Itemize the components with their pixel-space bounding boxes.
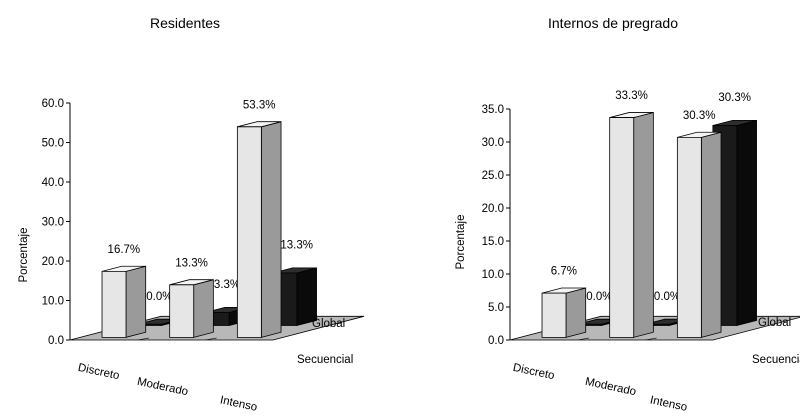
- data-label: 13.3%: [175, 257, 208, 269]
- data-label: 30.3%: [683, 110, 716, 122]
- x-category-label: Intenso: [219, 394, 258, 414]
- bar-side-face: [700, 131, 722, 338]
- y-tick-label: 5.0: [488, 302, 504, 314]
- bar-side-face: [736, 119, 757, 327]
- y-tick-label: 35.0: [482, 104, 504, 116]
- y-axis-label: Porcentaje: [18, 228, 30, 283]
- bar-side-face: [260, 121, 282, 338]
- y-tick-label: 15.0: [482, 236, 504, 248]
- bar-front-face: [609, 117, 635, 338]
- bar-secuencial-intenso: [676, 131, 722, 338]
- bar-secuencial-moderado: [169, 279, 214, 338]
- x-category-label: Discreto: [77, 362, 121, 383]
- bar-secuencial-discreto: [101, 265, 147, 338]
- chart-title: Internos de pregrado: [548, 15, 678, 31]
- data-label: 0.0%: [586, 291, 612, 303]
- x-category-label: Intenso: [649, 394, 688, 414]
- floor-category-tick: [577, 337, 589, 341]
- data-label: 6.7%: [551, 266, 577, 278]
- chart-internos-de-pregrado: Internos de pregrado 0.0 5.0 10.0 15.0 20.0 25…: [455, 15, 800, 414]
- bar-front-face: [169, 284, 195, 338]
- x-category-label: Discreto: [512, 362, 556, 383]
- y-tick-label: 10.0: [482, 269, 504, 281]
- bar-secuencial-moderado: [609, 111, 654, 338]
- y-tick-label: 60.0: [42, 98, 64, 110]
- data-label: 0.0%: [654, 291, 680, 303]
- depth-axis-label: Global: [758, 317, 791, 329]
- depth-axis-label: Secuencial: [752, 354, 800, 366]
- depth-axis-label: Secuencial: [297, 354, 353, 366]
- data-label: 33.3%: [615, 90, 648, 102]
- bar-side-face: [193, 279, 214, 338]
- y-tick-label: 40.0: [42, 177, 64, 189]
- data-label: 13.3%: [280, 239, 313, 251]
- y-tick-label: 0.0: [48, 335, 64, 347]
- x-category-label: Moderado: [136, 376, 189, 399]
- chart-residentes: Residentes 0.0 10.0 20.0 30.0 40.0 50.0 60.0 Por…: [18, 15, 365, 414]
- bar-front-face: [541, 292, 567, 338]
- depth-axis-label: Global: [312, 318, 345, 330]
- bar-front-face: [236, 126, 262, 338]
- bar-front-face: [676, 136, 702, 338]
- data-label: 53.3%: [243, 99, 276, 111]
- floor-category-tick: [137, 337, 149, 341]
- y-axis-label: Porcentaje: [455, 215, 467, 270]
- chart-title: Residentes: [150, 15, 220, 31]
- data-label: 0.0%: [146, 291, 172, 303]
- data-label: 30.3%: [718, 92, 751, 104]
- bar-side-face: [633, 111, 654, 338]
- y-tick-label: 50.0: [42, 138, 64, 150]
- x-category-label: Moderado: [584, 376, 637, 399]
- y-tick-label: 0.0: [488, 335, 504, 347]
- y-tick-label: 30.0: [482, 137, 504, 149]
- y-tick-label: 30.0: [42, 217, 64, 229]
- floor-category-tick: [645, 337, 657, 341]
- bar-secuencial-intenso: [236, 121, 282, 338]
- y-tick-label: 20.0: [482, 203, 504, 215]
- bar-secuencial-discreto: [541, 287, 587, 338]
- y-tick-label: 25.0: [482, 170, 504, 182]
- bar-front-face: [101, 270, 127, 338]
- y-tick-label: 10.0: [42, 296, 64, 308]
- data-label: 3.3%: [214, 279, 240, 291]
- bar-side-face: [296, 267, 317, 327]
- y-tick-label: 20.0: [42, 256, 64, 268]
- bar-side-face: [565, 287, 587, 338]
- floor-category-tick: [205, 337, 217, 341]
- data-label: 16.7%: [108, 244, 141, 256]
- bar-side-face: [125, 265, 147, 338]
